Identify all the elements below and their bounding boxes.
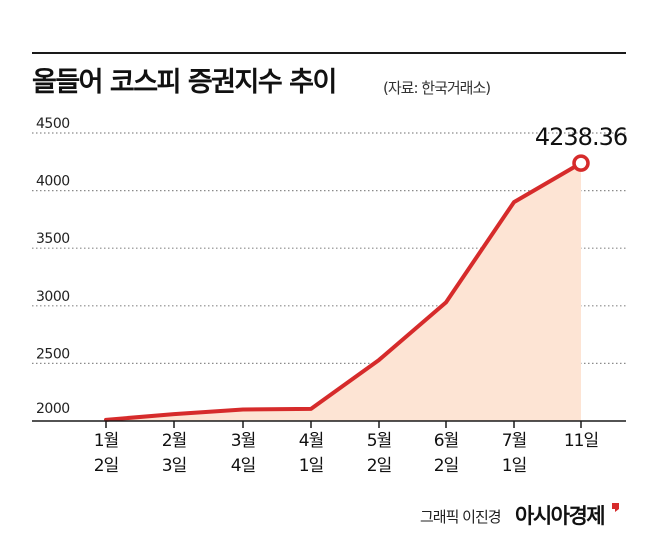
x-tick-label: 11일	[564, 431, 598, 451]
brand-logo-text: 아시아경제	[515, 504, 606, 528]
last-value-label: 4238.36	[535, 123, 627, 151]
title-rule	[32, 52, 626, 54]
source-note: (자료: 한국거래소)	[383, 79, 491, 97]
x-tick-label: 7월	[502, 431, 526, 451]
series-line	[104, 161, 583, 422]
point-layer	[105, 154, 590, 420]
x-tick-label: 4일	[231, 456, 255, 476]
x-tick-label: 1일	[299, 456, 323, 476]
grid-layer	[32, 132, 626, 364]
x-tick-label: 2일	[367, 456, 391, 476]
y-tick-label: 2000	[36, 401, 70, 417]
x-tick-label: 2일	[94, 456, 118, 476]
graphic-credit: 그래픽 이진경	[420, 508, 502, 526]
y-tick-label: 2500	[36, 346, 70, 362]
y-tick-label: 4500	[36, 116, 70, 132]
x-tick-label: 2월	[162, 431, 186, 451]
data-point-last	[572, 154, 590, 172]
y-tick-label: 3500	[36, 231, 70, 247]
x-tick-labels: 1월 2일 2월 3일 3월 4일 4월 1일 5월 2일 6월 2일 7월 1일 11일	[94, 421, 599, 476]
x-tick-label: 1일	[502, 456, 526, 476]
y-tick-label: 3000	[36, 289, 70, 305]
x-tick-label: 5월	[367, 431, 391, 451]
x-tick-label: 4월	[299, 431, 323, 451]
y-tick-label: 4000	[36, 174, 70, 190]
x-tick-label: 1월	[94, 431, 118, 451]
x-tick-label: 3일	[162, 456, 186, 476]
brand-mark-icon	[612, 503, 619, 512]
chart-title: 올들어 코스피 증권지수 추이	[32, 67, 337, 98]
x-tick-label: 2일	[434, 456, 458, 476]
x-tick-label: 3월	[231, 431, 255, 451]
x-tick-label: 6월	[434, 431, 458, 451]
y-tick-labels: 2000 2500 3000 3500 4000 4500	[36, 116, 70, 417]
area-fill	[106, 163, 581, 421]
